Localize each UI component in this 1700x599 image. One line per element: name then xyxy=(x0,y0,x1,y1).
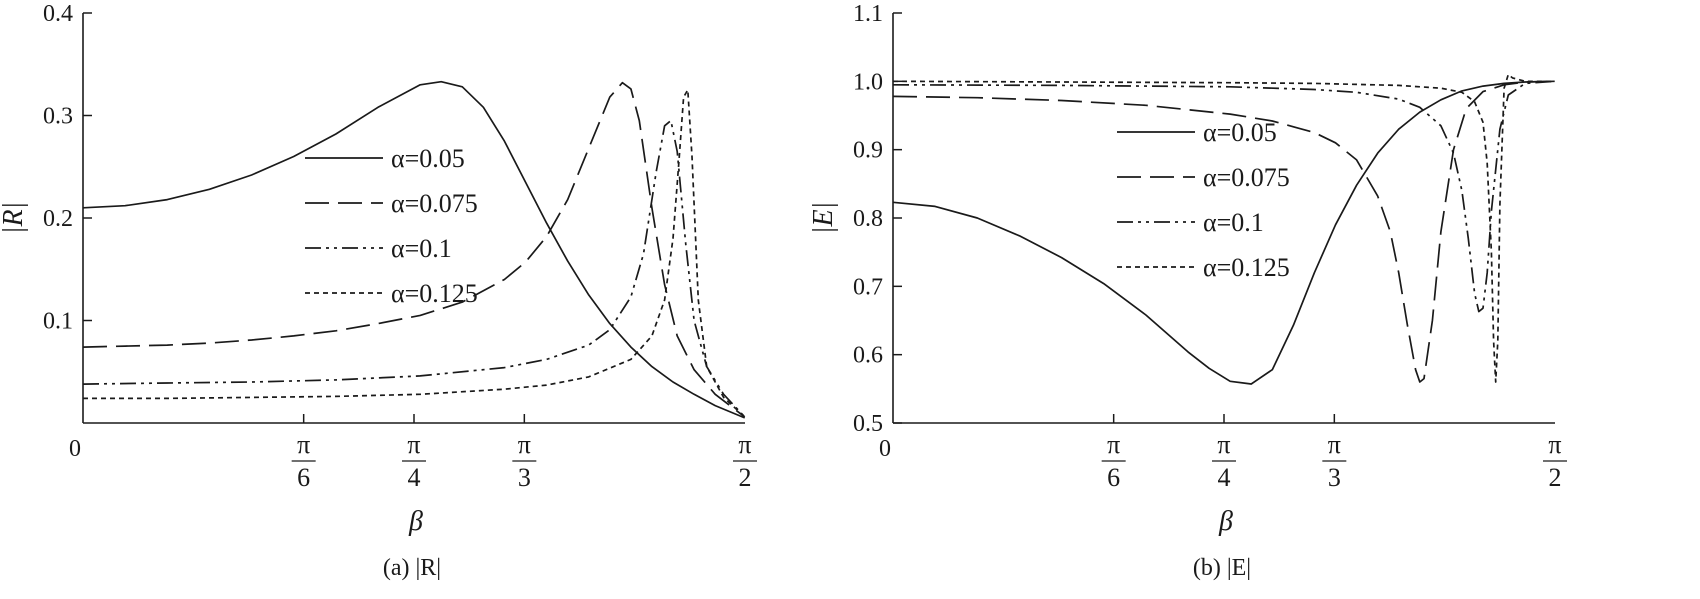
x-tick-denominator: 6 xyxy=(1107,463,1120,492)
series-line-1 xyxy=(82,80,746,419)
y-tick-label: 0.2 xyxy=(43,206,73,232)
legend-label: α=0.1 xyxy=(1203,208,1264,237)
x-tick-numerator: π xyxy=(297,430,310,459)
x-tick-denominator: 3 xyxy=(518,463,531,492)
series-line-4 xyxy=(892,73,1555,383)
x-tick-numerator: π xyxy=(407,430,420,459)
y-tick-label: 0.9 xyxy=(853,138,883,164)
y-tick-label: 1.0 xyxy=(853,69,883,95)
y-tick-label: 0.1 xyxy=(43,309,73,335)
y-tick-label: 0.8 xyxy=(853,206,883,232)
panel-a: 0.1 0.2 0.3 0.4 0 π 6 π 4 π 3 π 2 |R| β α=0.05 α=0.075 α=… xyxy=(0,1,757,581)
x-tick-numerator: π xyxy=(1107,430,1120,459)
y-axis-label: |E| xyxy=(808,202,839,235)
x-axis-label: β xyxy=(1218,506,1233,537)
series-line-2 xyxy=(82,81,746,418)
legend-label: α=0.125 xyxy=(391,279,478,308)
y-axis-label: |R| xyxy=(0,202,29,235)
x-tick-denominator: 3 xyxy=(1328,463,1341,492)
x-axis-label: β xyxy=(408,506,423,537)
series-line-2 xyxy=(892,80,1555,383)
legend-label: α=0.05 xyxy=(1203,118,1277,147)
y-tick-label: 0.3 xyxy=(43,104,73,130)
legend-label: α=0.075 xyxy=(391,189,478,218)
y-tick-label: 1.1 xyxy=(853,1,883,27)
x-tick-label: 0 xyxy=(69,436,81,462)
y-tick-label: 0.4 xyxy=(43,1,73,27)
series-line-1 xyxy=(892,80,1555,385)
series-line-3 xyxy=(82,119,746,418)
x-tick-numerator: π xyxy=(1328,430,1341,459)
x-tick-denominator: 2 xyxy=(739,463,752,492)
y-tick-label: 0.5 xyxy=(853,411,883,437)
panel-caption: (b) |E| xyxy=(1193,555,1251,581)
x-tick-denominator: 4 xyxy=(408,463,421,492)
x-tick-numerator: π xyxy=(1217,430,1230,459)
x-tick-denominator: 2 xyxy=(1549,463,1562,492)
x-tick-denominator: 6 xyxy=(297,463,310,492)
legend-label: α=0.05 xyxy=(391,144,465,173)
x-tick-numerator: π xyxy=(1548,430,1561,459)
series-line-4 xyxy=(83,89,746,418)
y-tick-label: 0.7 xyxy=(853,274,883,300)
panel-caption: (a) |R| xyxy=(383,555,441,581)
legend-label: α=0.075 xyxy=(1203,163,1290,192)
series-line-3 xyxy=(892,80,1555,313)
legend-label: α=0.1 xyxy=(391,234,452,263)
y-tick-label: 0.6 xyxy=(853,343,883,369)
legend-label: α=0.125 xyxy=(1203,253,1290,282)
x-tick-numerator: π xyxy=(738,430,751,459)
x-tick-denominator: 4 xyxy=(1218,463,1231,492)
x-tick-numerator: π xyxy=(518,430,531,459)
panel-b: 0.5 0.6 0.7 0.8 0.9 1.0 1.1 0 π 6 π 4 π 3 π 2 |E| β α=0.05… xyxy=(808,1,1567,581)
x-tick-label: 0 xyxy=(879,436,891,462)
